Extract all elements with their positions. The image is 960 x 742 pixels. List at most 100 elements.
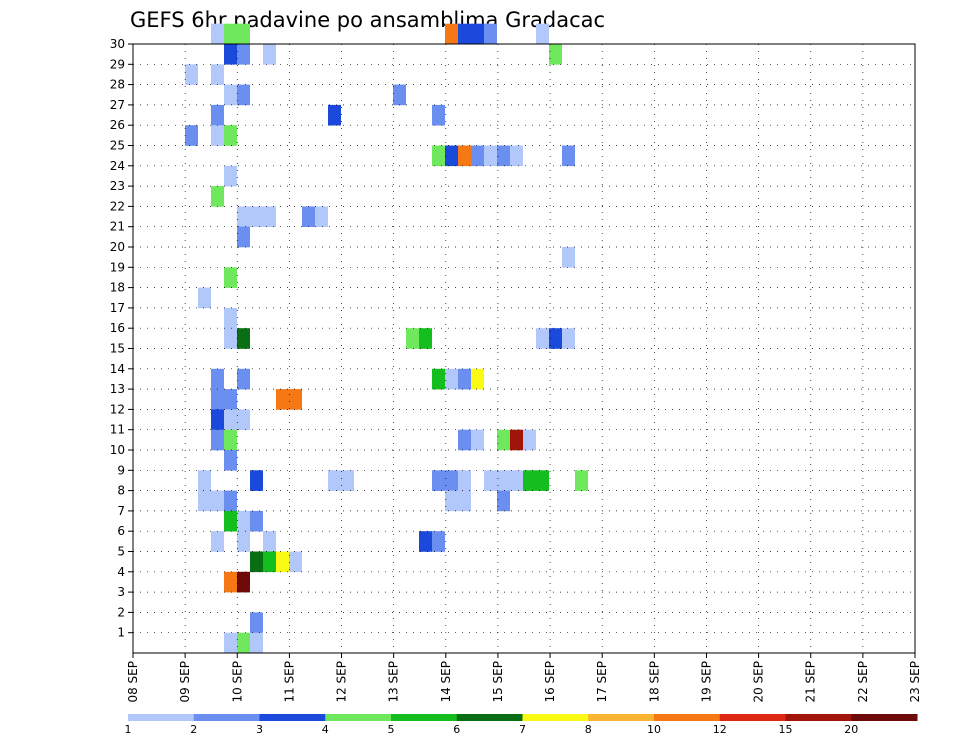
heatmap-cell: [458, 23, 471, 45]
heatmap-cell: [484, 23, 497, 45]
heatmap-cells: [185, 23, 588, 654]
heatmap-cell: [549, 328, 562, 349]
heatmap-cell: [224, 84, 237, 106]
y-tick-label: 19: [110, 260, 125, 274]
heatmap-cell: [185, 64, 198, 85]
x-tick-label: 16 SEP: [543, 661, 557, 703]
y-tick-label: 16: [110, 321, 125, 335]
x-tick-label: 21 SEP: [804, 661, 818, 703]
x-tick-label: 22 SEP: [856, 661, 870, 703]
x-tick-label: 18 SEP: [647, 661, 661, 703]
y-tick-label: 13: [110, 382, 125, 396]
y-tick-label: 7: [117, 504, 125, 518]
legend-swatch: [719, 714, 786, 721]
heatmap-cell: [224, 328, 237, 349]
heatmap-cell: [497, 429, 510, 451]
heatmap-cell: [250, 206, 263, 227]
heatmap-cell: [562, 145, 575, 167]
heatmap-cell: [224, 490, 237, 512]
y-tick-label: 9: [117, 463, 125, 477]
heatmap-cell: [263, 531, 276, 552]
heatmap-cell: [458, 429, 471, 451]
heatmap-cell: [237, 510, 250, 532]
legend-label: 3: [256, 723, 263, 736]
legend-swatch: [391, 714, 458, 721]
x-tick-label: 08 SEP: [126, 661, 140, 703]
x-tick-label: 12 SEP: [335, 661, 349, 703]
heatmap-cell: [237, 23, 250, 45]
legend-label: 6: [453, 723, 460, 736]
heatmap-cell: [445, 470, 458, 491]
heatmap-cell: [250, 510, 263, 532]
legend-label: 12: [713, 723, 727, 736]
heatmap-cell: [224, 307, 237, 329]
y-tick-label: 2: [117, 605, 125, 619]
y-tick-label: 3: [117, 585, 125, 599]
y-axis: 1234567891011121314151617181920212223242…: [110, 37, 133, 640]
y-tick-label: 30: [110, 37, 125, 51]
legend-swatch: [128, 714, 195, 721]
heatmap-cell: [484, 470, 497, 491]
heatmap-cell: [471, 429, 484, 451]
heatmap-cell: [224, 23, 237, 45]
heatmap-cell: [198, 470, 211, 491]
heatmap-cell: [445, 145, 458, 167]
legend-label: 2: [190, 723, 197, 736]
heatmap-cell: [432, 368, 445, 390]
y-tick-label: 22: [110, 199, 125, 213]
y-tick-label: 23: [110, 179, 125, 193]
heatmap-cell: [406, 328, 419, 349]
heatmap-cell: [198, 287, 211, 309]
heatmap-cell: [237, 206, 250, 227]
heatmap-cell: [211, 104, 224, 126]
legend-label: 4: [322, 723, 329, 736]
heatmap-cell: [237, 44, 250, 65]
legend-swatch: [654, 714, 721, 721]
y-tick-label: 4: [117, 565, 125, 579]
y-tick-label: 18: [110, 281, 125, 295]
heatmap-cell: [237, 84, 250, 106]
heatmap-cell: [549, 44, 562, 65]
y-tick-label: 12: [110, 402, 125, 416]
heatmap-cell: [562, 328, 575, 349]
heatmap-cell: [211, 186, 224, 207]
x-axis: 08 SEP 09 SEP 10 SEP 11 SEP 12 SEP 13 SEP 14 S…: [126, 653, 922, 703]
heatmap-cell: [432, 145, 445, 167]
heatmap-cell: [276, 389, 289, 410]
legend-label: 20: [844, 723, 858, 736]
heatmap-cell: [224, 125, 237, 146]
heatmap-cell: [211, 125, 224, 146]
heatmap-cell: [562, 247, 575, 268]
heatmap-cell: [341, 470, 354, 491]
heatmap-cell: [237, 571, 250, 593]
x-tick-label: 19 SEP: [699, 661, 713, 703]
heatmap-cell: [250, 612, 263, 633]
x-tick-label: 11 SEP: [282, 661, 296, 703]
heatmap-cell: [432, 531, 445, 552]
legend-swatch: [259, 714, 326, 721]
heatmap-cell: [445, 368, 458, 390]
x-tick-label: 15 SEP: [491, 661, 505, 703]
heatmap-cell: [211, 368, 224, 390]
heatmap-cell: [393, 84, 406, 106]
heatmap-cell: [328, 470, 341, 491]
heatmap-cell: [536, 328, 549, 349]
heatmap-cell: [224, 165, 237, 187]
heatmap-cell: [224, 632, 237, 654]
y-tick-label: 1: [117, 626, 125, 640]
heatmap-cell: [224, 267, 237, 288]
heatmap-cell: [211, 23, 224, 45]
heatmap-cell: [510, 145, 523, 167]
legend-swatch: [325, 714, 392, 721]
y-tick-label: 25: [110, 139, 125, 153]
heatmap-cell: [289, 551, 302, 573]
x-tick-label: 23 SEP: [908, 661, 922, 703]
heatmap-cell: [445, 23, 458, 45]
heatmap-cell: [237, 328, 250, 349]
x-tick-label: 20 SEP: [752, 661, 766, 703]
y-tick-label: 28: [110, 78, 125, 92]
heatmap-cell: [419, 531, 432, 552]
heatmap-cell: [471, 23, 484, 45]
heatmap-cell: [263, 206, 276, 227]
heatmap-cell: [458, 490, 471, 512]
